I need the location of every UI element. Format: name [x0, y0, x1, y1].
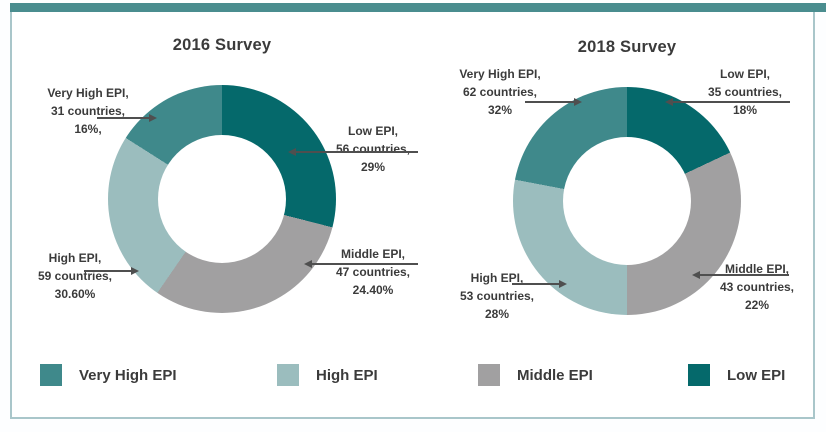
arrowhead-icon — [304, 260, 312, 268]
legend-swatch-high — [277, 364, 299, 386]
leader-low-2016 — [288, 148, 418, 156]
callout-low-2018: Low EPI, 35 countries, 18% — [685, 65, 805, 119]
leader-middle-2016 — [304, 260, 418, 268]
callout-line: 43 countries, — [719, 280, 795, 294]
callout-line: Low EPI, — [347, 124, 398, 138]
legend-item-high: High EPI — [277, 364, 378, 386]
callout-line: 59 countries, — [37, 269, 113, 283]
callout-line: 18% — [732, 103, 758, 117]
arrowhead-icon — [131, 267, 139, 275]
callout-line: 22% — [744, 298, 770, 312]
chart-title-2016: 2016 Survey — [172, 36, 272, 54]
callout-very-high-2016: Very High EPI, 31 countries, 16%, — [28, 84, 148, 138]
donut-hole-2016 — [158, 135, 286, 263]
callout-line: 29% — [360, 160, 386, 174]
donut-2018 — [513, 87, 741, 315]
arrowhead-icon — [288, 148, 296, 156]
callout-line: Very High EPI, — [47, 86, 129, 100]
leader-high-2018 — [512, 280, 567, 288]
callout-line: 31 countries, — [50, 104, 126, 118]
arrowhead-icon — [149, 114, 157, 122]
legend-swatch-low — [688, 364, 710, 386]
legend-item-low: Low EPI — [688, 364, 785, 386]
legend-label-low: Low EPI — [727, 366, 786, 384]
arrowhead-icon — [559, 280, 567, 288]
leader-low-2018 — [665, 98, 790, 106]
callout-line: Low EPI, — [719, 67, 770, 81]
legend-item-very-high: Very High EPI — [40, 364, 177, 386]
callout-line: 47 countries, — [335, 265, 411, 279]
callout-line: 28% — [484, 307, 510, 321]
arrowhead-icon — [665, 98, 673, 106]
callout-line: High EPI, — [470, 271, 524, 285]
callout-very-high-2018: Very High EPI, 62 countries, 32% — [440, 65, 560, 119]
arrowhead-icon — [692, 271, 700, 279]
leader-high-2016 — [84, 267, 139, 275]
leader-middle-2018 — [692, 271, 789, 279]
chart-title-2018: 2018 Survey — [577, 38, 677, 56]
legend-swatch-very-high — [40, 364, 62, 386]
callout-line: Very High EPI, — [459, 67, 541, 81]
callout-middle-2016: Middle EPI, 47 countries, 24.40% — [313, 245, 433, 299]
leader-very-high-2018 — [525, 98, 582, 106]
legend-swatch-middle — [478, 364, 500, 386]
callout-line: 30.60% — [54, 287, 96, 301]
callout-line: 53 countries, — [459, 289, 535, 303]
callout-line: 56 countries, — [335, 142, 411, 156]
callout-line: 32% — [487, 103, 513, 117]
callout-line: 62 countries, — [462, 85, 538, 99]
donut-2016 — [108, 85, 336, 313]
callout-line: 35 countries, — [707, 85, 783, 99]
callout-line: High EPI, — [48, 251, 102, 265]
legend-label-high: High EPI — [316, 366, 378, 384]
callout-line: 16%, — [74, 122, 102, 136]
callout-line: Middle EPI, — [724, 262, 789, 276]
callout-middle-2018: Middle EPI, 43 countries, 22% — [697, 260, 817, 314]
arrowhead-icon — [574, 98, 582, 106]
callout-line: 24.40% — [352, 283, 394, 297]
callout-low-2016: Low EPI, 56 countries, 29% — [313, 122, 433, 176]
legend-label-very-high: Very High EPI — [79, 366, 177, 384]
callout-high-2016: High EPI, 59 countries, 30.60% — [15, 249, 135, 303]
callout-high-2018: High EPI, 53 countries, 28% — [437, 269, 557, 323]
callout-line: Middle EPI, — [340, 247, 405, 261]
legend-item-middle: Middle EPI — [478, 364, 593, 386]
legend-label-middle: Middle EPI — [517, 366, 593, 384]
top-accent-bar — [10, 3, 826, 12]
leader-very-high-2016 — [97, 114, 157, 122]
donut-hole-2018 — [563, 137, 691, 265]
